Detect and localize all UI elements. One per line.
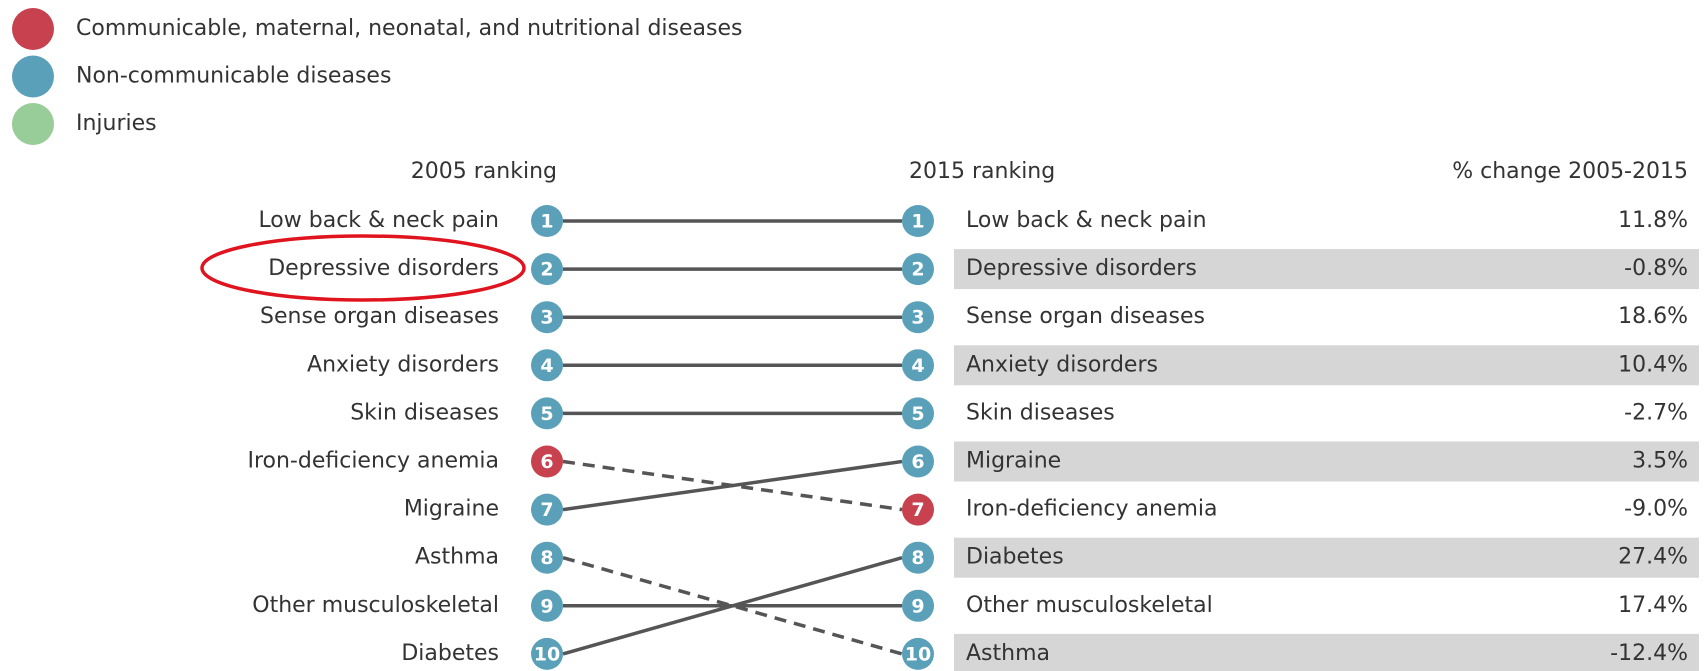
- change-label: -2.7%: [1624, 400, 1688, 425]
- cause-label: Asthma: [415, 545, 499, 570]
- rank-number: 3: [540, 307, 553, 329]
- row-band: [954, 249, 1699, 290]
- rank-circle: [531, 205, 563, 237]
- rank-number: 10: [534, 643, 560, 665]
- rank-circle: [531, 253, 563, 286]
- change-label: -0.8%: [1624, 256, 1688, 281]
- rank-number: 4: [540, 355, 553, 377]
- row-band: [954, 345, 1699, 386]
- change-label: 27.4%: [1618, 545, 1688, 570]
- rank-number: 9: [540, 595, 553, 617]
- rank-number: 4: [911, 355, 924, 377]
- rank-circle: [902, 349, 934, 382]
- change-label: 18.6%: [1618, 304, 1688, 329]
- rank-circle: [902, 397, 934, 430]
- rank-number: 8: [540, 547, 553, 569]
- cause-label: Iron-deficiency anemia: [247, 449, 499, 474]
- rank-circle: [531, 541, 563, 574]
- rank-circle: [531, 349, 563, 382]
- legend-swatch: [12, 55, 54, 98]
- rank-circle: [531, 589, 563, 622]
- row-bands: [954, 249, 1699, 671]
- change-label: -9.0%: [1624, 497, 1688, 522]
- row-band: [954, 441, 1699, 482]
- legend-label: Non-communicable diseases: [76, 64, 391, 89]
- cause-label: Asthma: [966, 641, 1050, 666]
- cause-label: Skin diseases: [966, 400, 1115, 425]
- cause-label: Low back & neck pain: [966, 208, 1207, 233]
- rank-circle: [531, 301, 563, 334]
- rank-number: 6: [540, 451, 553, 473]
- highlight-ellipse: [200, 234, 526, 302]
- cause-label: Migraine: [966, 449, 1061, 474]
- cause-label: Iron-deficiency anemia: [966, 497, 1218, 522]
- connector: [562, 556, 903, 656]
- change-title: % change 2005-2015: [1452, 159, 1688, 184]
- change-label: -12.4%: [1610, 641, 1688, 666]
- cause-label: Sense organ diseases: [260, 304, 499, 329]
- cause-label: Sense organ diseases: [966, 304, 1205, 329]
- cause-label: Other musculoskeletal: [966, 593, 1213, 618]
- rank-number: 10: [905, 643, 931, 665]
- legend-swatch: [12, 103, 54, 145]
- rank-number: 9: [911, 595, 924, 617]
- left-title: 2005 ranking: [411, 159, 557, 184]
- rank-number: 6: [911, 451, 924, 473]
- legend-label: Communicable, maternal, neonatal, and nu…: [76, 16, 742, 41]
- rows: 1 Low back & neck pain 11.8% 2 Depressive di…: [247, 205, 1688, 670]
- change-label: 3.5%: [1632, 449, 1688, 474]
- cause-label: Skin diseases: [350, 400, 499, 425]
- row-band: [954, 537, 1699, 578]
- rank-number: 2: [911, 259, 924, 281]
- rank-number: 7: [540, 499, 553, 521]
- cause-label: Migraine: [404, 497, 499, 522]
- rank-circle: [902, 445, 934, 478]
- change-label: 11.8%: [1618, 208, 1688, 233]
- connectors: [562, 219, 903, 656]
- rank-circle: [902, 637, 934, 670]
- connector: [562, 459, 903, 512]
- cause-label: Anxiety disorders: [966, 352, 1158, 377]
- cause-label: Other musculoskeletal: [252, 593, 499, 618]
- row-band: [954, 633, 1699, 671]
- cause-label: Depressive disorders: [268, 256, 499, 281]
- rank-number: 5: [911, 403, 924, 425]
- legend-swatch: [12, 8, 54, 50]
- cause-label: Diabetes: [401, 641, 499, 666]
- rank-circle: [902, 301, 934, 334]
- rank-number: 1: [911, 211, 924, 233]
- cause-label: Diabetes: [966, 545, 1064, 570]
- cause-label: Depressive disorders: [966, 256, 1197, 281]
- cause-label: Anxiety disorders: [307, 352, 499, 377]
- rank-circle: [531, 397, 563, 430]
- change-label: 10.4%: [1618, 352, 1688, 377]
- rank-circle: [531, 637, 563, 670]
- rank-number: 8: [911, 547, 924, 569]
- right-title: 2015 ranking: [909, 159, 1055, 184]
- rank-number: 3: [911, 307, 924, 329]
- rank-circle: [531, 493, 563, 526]
- rank-circle: [531, 445, 563, 478]
- rank-circle: [902, 253, 934, 286]
- rank-number: 7: [911, 499, 924, 521]
- cause-label: Low back & neck pain: [258, 208, 499, 233]
- change-label: 17.4%: [1618, 593, 1688, 618]
- rank-circle: [902, 493, 934, 526]
- rank-number: 2: [540, 259, 553, 281]
- legend-label: Injuries: [76, 111, 157, 136]
- rank-number: 1: [540, 211, 553, 233]
- rank-circle: [902, 541, 934, 574]
- rank-circle: [902, 205, 934, 237]
- rank-number: 5: [540, 403, 553, 425]
- rank-circle: [902, 589, 934, 622]
